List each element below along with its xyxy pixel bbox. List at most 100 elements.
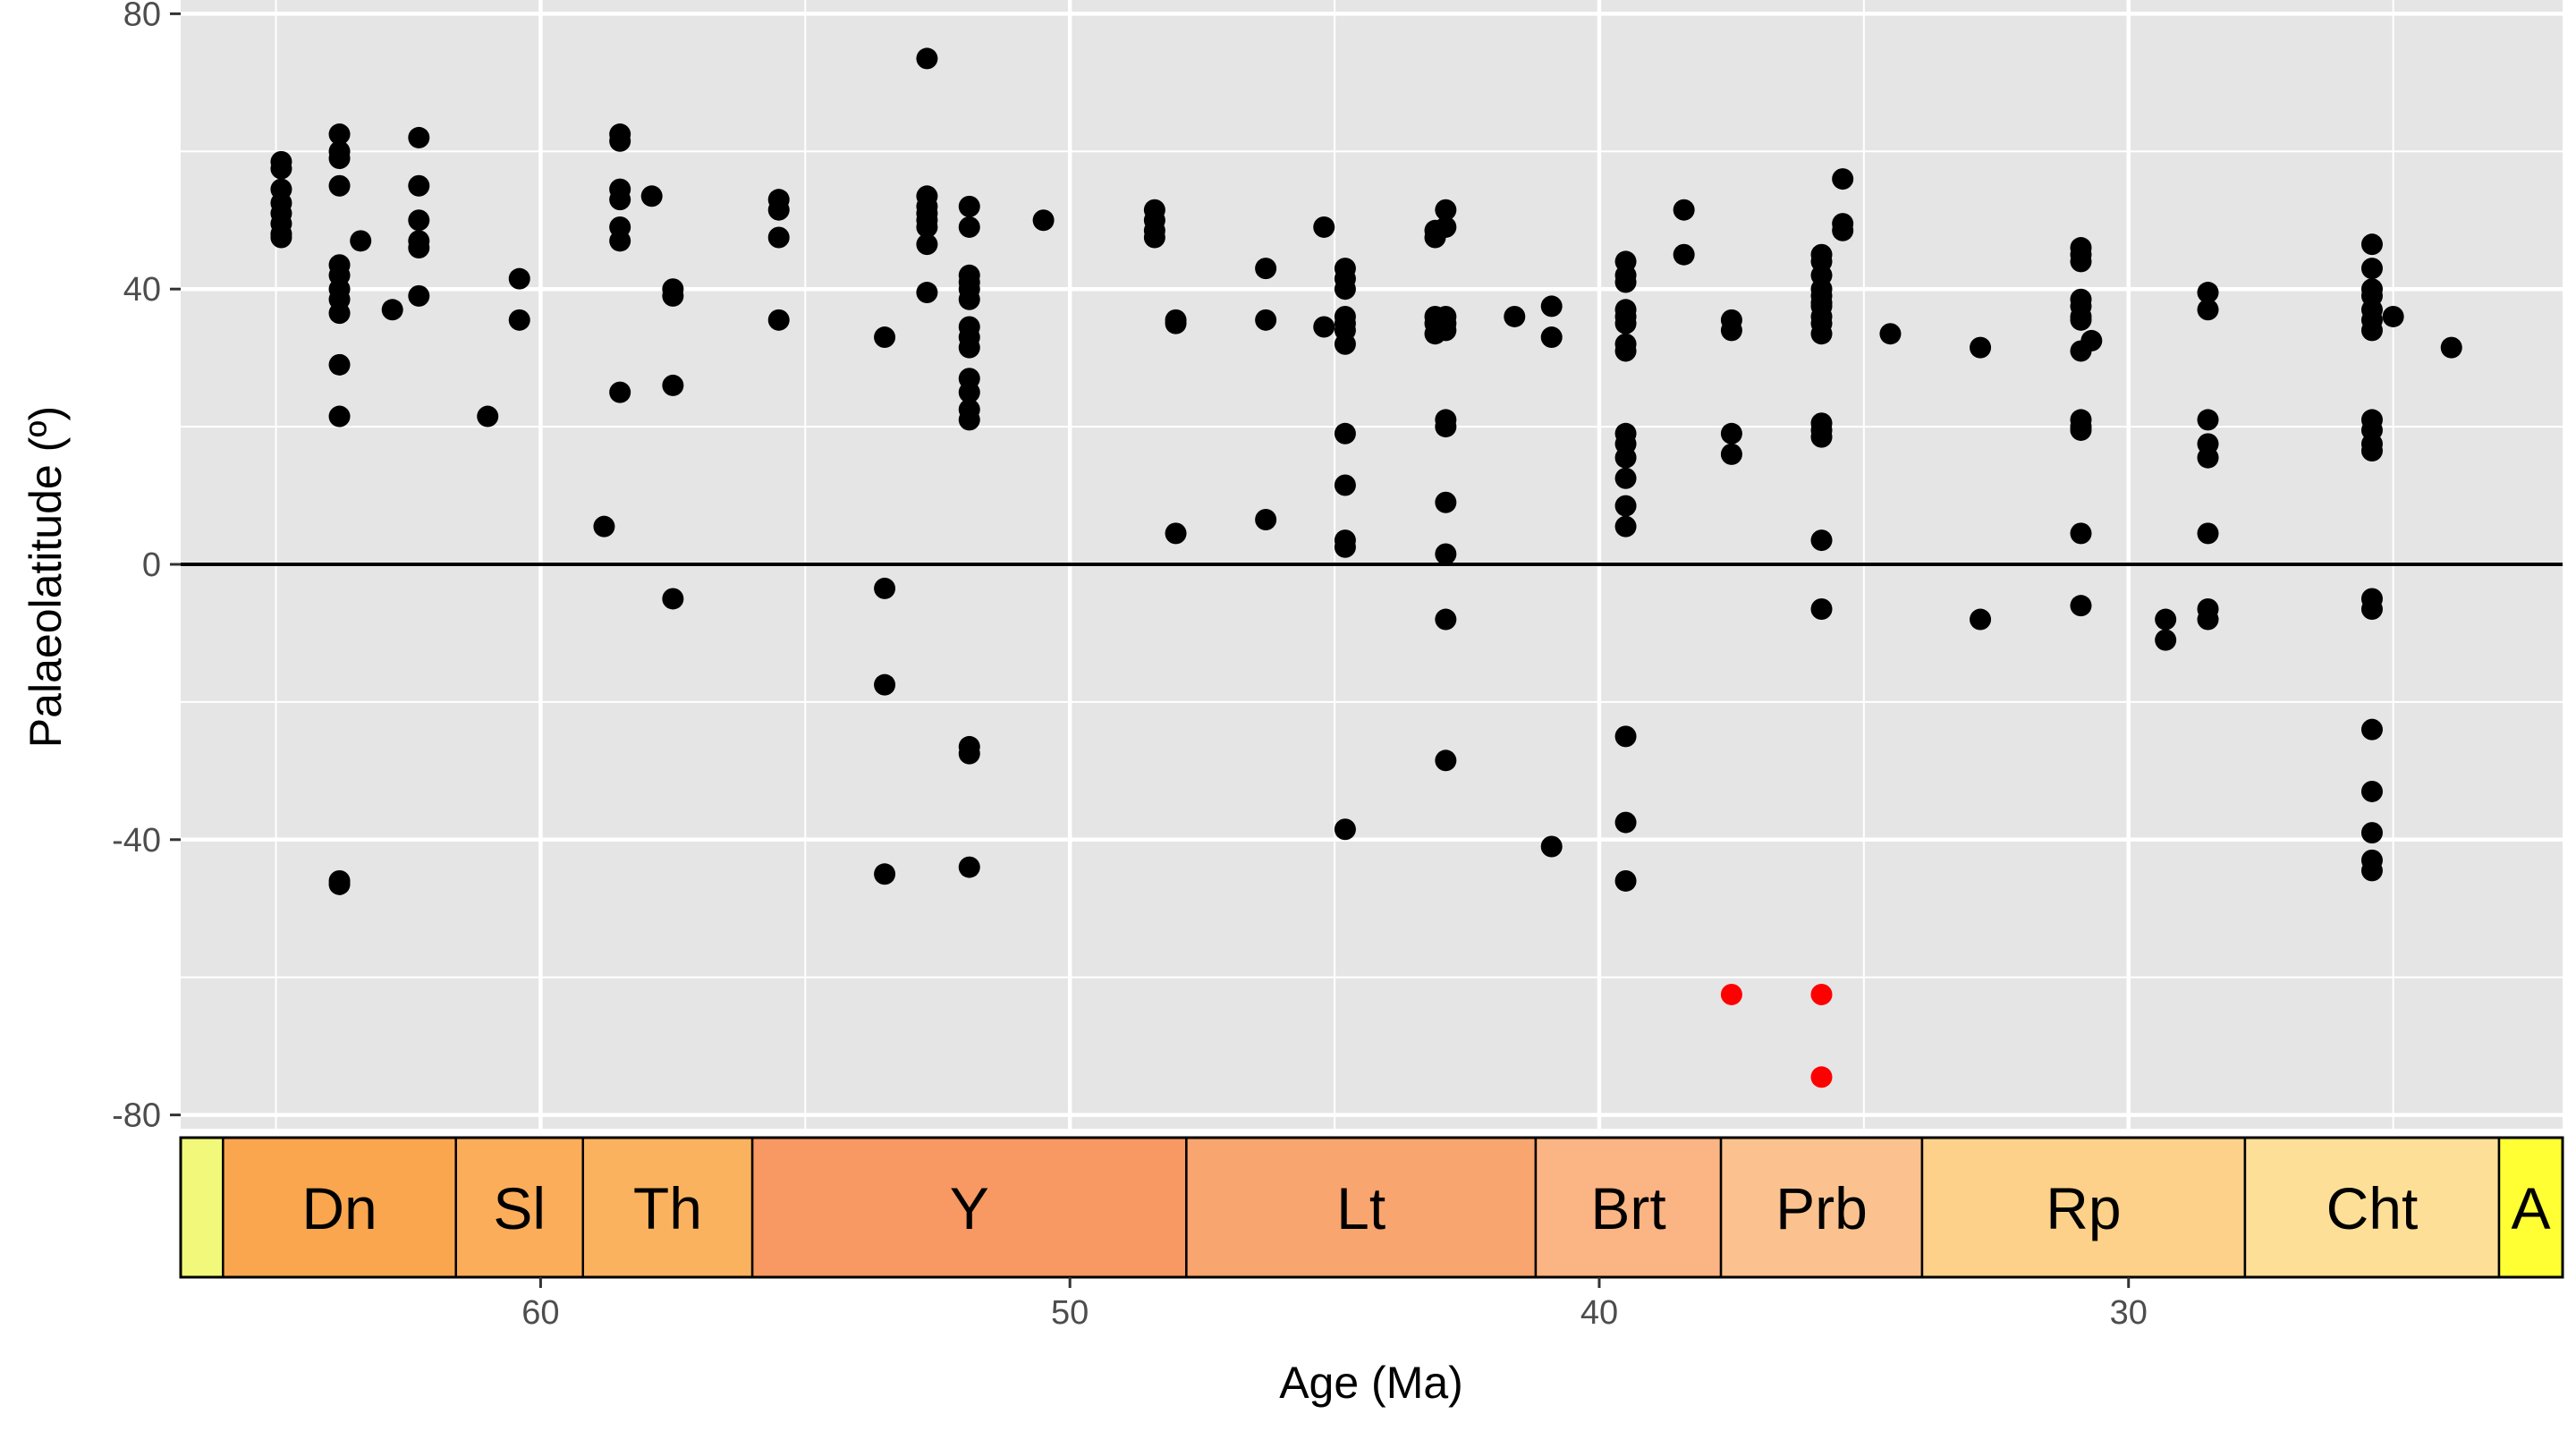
data-point [408, 174, 430, 197]
stage-cell [581, 1138, 754, 1277]
data-point [1614, 271, 1637, 293]
data-point [1032, 209, 1055, 232]
data-point [328, 405, 351, 428]
data-point [874, 863, 896, 885]
data-point [328, 302, 351, 325]
data-point [2197, 282, 2219, 304]
data-point [1970, 608, 1992, 631]
y-tick-label: 80 [123, 0, 161, 33]
stage-cell [1719, 1138, 1924, 1277]
data-point [1614, 869, 1637, 892]
data-point [2197, 299, 2219, 321]
x-tick-label: 30 [2110, 1294, 2148, 1332]
data-point [609, 189, 631, 211]
x-tick-label: 50 [1051, 1294, 1089, 1332]
data-point [1540, 835, 1563, 858]
data-point [2070, 419, 2092, 441]
x-axis: 60 50 40 30 [521, 1277, 2148, 1332]
data-point [508, 309, 530, 331]
data-points [270, 47, 2462, 1088]
data-point [1720, 422, 1742, 445]
data-point [958, 216, 980, 238]
data-point [1435, 416, 1457, 438]
data-point [328, 147, 351, 169]
data-point [916, 282, 938, 304]
data-point [1435, 543, 1457, 565]
data-point [958, 288, 980, 310]
data-point [916, 47, 938, 70]
data-point [767, 309, 790, 331]
data-point [1435, 216, 1457, 238]
data-point [2360, 718, 2383, 741]
y-axis: 80 40 0 -40 -80 [112, 0, 181, 1135]
data-point [408, 237, 430, 259]
highlighted-data-point [1720, 983, 1742, 1005]
data-point [1313, 216, 1335, 238]
data-point [328, 873, 351, 895]
data-point [1614, 725, 1637, 748]
data-point [609, 381, 631, 403]
data-point [2382, 305, 2404, 327]
data-point [916, 216, 938, 238]
data-point [1614, 515, 1637, 538]
data-point [1313, 316, 1335, 338]
data-point [381, 299, 403, 321]
data-point [1255, 508, 1277, 530]
data-point [1255, 258, 1277, 280]
data-point [767, 199, 790, 221]
data-point [916, 233, 938, 256]
data-point [2197, 409, 2219, 431]
stage-cell [1920, 1138, 2247, 1277]
stage-label: Brt [1590, 1175, 1665, 1241]
data-point [1810, 529, 1833, 552]
data-point [2360, 598, 2383, 621]
data-point [2197, 522, 2219, 545]
x-tick-label: 60 [521, 1294, 559, 1332]
data-point [2197, 608, 2219, 631]
data-point [270, 226, 292, 249]
data-point [2155, 629, 2177, 651]
data-point [1435, 199, 1457, 221]
y-tick-label: -80 [112, 1097, 161, 1135]
data-point [1540, 326, 1563, 349]
data-point [2360, 859, 2383, 882]
stage-cell [750, 1138, 1188, 1277]
stage-label: Sl [493, 1175, 546, 1241]
data-point [328, 174, 351, 197]
data-point [958, 409, 980, 431]
data-point [1614, 446, 1637, 469]
stage-label: Lt [1336, 1175, 1385, 1241]
data-point [1614, 495, 1637, 517]
x-tick-label: 40 [1580, 1294, 1618, 1332]
data-point [1540, 295, 1563, 318]
data-point [1720, 443, 1742, 465]
data-point [1810, 598, 1833, 621]
data-point [2197, 446, 2219, 469]
data-point [958, 856, 980, 878]
data-point [1334, 536, 1356, 558]
data-point [408, 209, 430, 232]
stage-label: Dn [301, 1175, 377, 1241]
data-point [1673, 243, 1695, 266]
stage-label: Y [950, 1175, 989, 1241]
data-point [609, 130, 631, 152]
data-point [1810, 323, 1833, 345]
stage-label: Th [633, 1175, 702, 1241]
data-point [1334, 333, 1356, 355]
data-point [1435, 749, 1457, 772]
data-point [1334, 474, 1356, 496]
y-tick-label: 40 [123, 271, 161, 309]
data-point [874, 673, 896, 696]
data-point [477, 405, 499, 428]
data-point [1334, 422, 1356, 445]
data-point [2360, 440, 2383, 462]
stage-label: A [2511, 1175, 2550, 1241]
data-point [270, 157, 292, 180]
data-point [2070, 250, 2092, 273]
data-point [350, 230, 372, 252]
data-point [662, 374, 684, 396]
data-point [1614, 467, 1637, 489]
data-point [1334, 278, 1356, 301]
data-point [2360, 258, 2383, 280]
